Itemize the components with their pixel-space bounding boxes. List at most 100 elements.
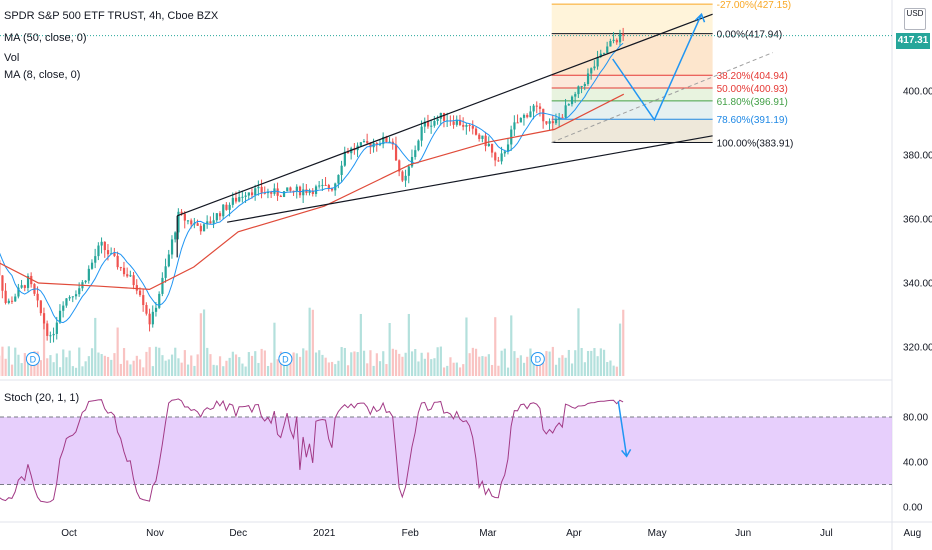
volume-bar [481,356,484,376]
volume-bar [314,352,318,376]
candle-body [468,125,471,127]
volume-bar [263,350,266,376]
volume-bar [414,349,417,376]
volume-bar [90,348,94,376]
volume-bar [321,354,324,376]
volume-bar [609,360,612,376]
volume-bar [567,349,570,376]
stoch-axis-tick: 40.00 [903,458,928,469]
time-axis-tick: Dec [229,528,247,539]
volume-bar [356,352,359,376]
candle-body [190,220,193,225]
projection-arrow [612,13,703,122]
volume-bar [551,346,554,376]
volume-bar [532,359,535,376]
candle-body [4,290,7,303]
volume-bar [385,364,388,376]
stoch-line [0,398,624,503]
candle-body [465,125,468,127]
fib-level-label: 61.80%(396.91) [717,97,788,108]
volume-bar [68,350,71,376]
volume-bar [343,347,346,376]
volume-bar [180,362,183,376]
volume-bar [222,366,225,376]
volume-bar [119,363,122,376]
candle-body [503,151,506,154]
stoch-legend[interactable]: Stoch (20, 1, 1) [4,392,80,404]
volume-bar [282,363,286,376]
candle-body [206,221,209,225]
volume-bar [103,355,106,376]
volume-bar [302,348,305,376]
volume-bar [132,360,135,376]
candle-body [247,192,250,196]
candle-body [279,195,282,197]
volume-bar [599,348,602,376]
ma50-legend[interactable]: MA (50, close, 0) [4,32,87,44]
volume-bar [254,351,257,376]
candle-body [42,313,46,324]
volume-bar [574,350,577,376]
candle-body [212,220,215,224]
fib-level-label: 38.20%(404.94) [717,71,788,82]
volume-bar [244,366,247,376]
volume-bar [529,348,532,376]
volume-bar [548,351,551,376]
volume-bar [394,349,398,376]
volume-bar [558,357,561,376]
volume-bar [126,360,129,376]
candle-body [558,117,561,120]
volume-bar [238,357,241,376]
volume-bar [206,347,209,376]
volume-bar [596,356,599,376]
symbol-legend: SPDR S&P 500 ETF TRUST, 4h, Cboe BZX [4,9,218,23]
candle-body [401,171,404,181]
candle-body [250,192,254,196]
dividend-marker [25,352,40,366]
candle-body [580,86,583,88]
volume-bar [273,322,276,376]
volume-legend[interactable]: Vol [4,52,20,64]
candle-body [87,268,90,281]
volume-bar [142,367,145,376]
candle-body [302,189,305,196]
volume-bar [14,347,17,376]
volume-bar [161,355,164,376]
projection-arrow-head [694,12,706,23]
volume-bar [516,357,519,376]
candle-body [618,34,622,43]
dividend-marker-label: D [30,355,37,365]
time-axis-tick: May [648,528,667,539]
volume-bar [417,361,420,376]
dividend-marker [278,352,293,366]
volume-bar [327,362,330,376]
candle-body [106,250,110,255]
volume-bar [276,359,279,376]
volume-bar [298,356,302,376]
candle-body [458,119,462,125]
candle-body [298,186,302,196]
candle-body [362,141,366,143]
volume-bar [340,347,343,376]
volume-bar [465,317,468,376]
time-axis-tick: 2021 [313,528,336,539]
ma8-legend[interactable]: MA (8, close, 0) [4,69,81,81]
candle-body [26,275,30,288]
volume-bar [545,351,548,376]
volume-bar [196,354,199,376]
candle-body [238,197,241,202]
candle-body [577,86,580,95]
volume-bar [148,347,151,376]
volume-bar [372,365,375,376]
volume-bar [151,366,154,376]
currency-badge[interactable]: USD [904,8,926,30]
symbol-title: SPDR S&P 500 ETF TRUST, 4h, Cboe BZX [4,10,219,22]
volume-bars [0,307,625,376]
candle-body [394,144,398,161]
time-axis-tick: Oct [61,528,77,539]
volume-bar [433,358,436,376]
volume-bar [4,358,7,376]
candle-body [583,84,586,87]
volume-bar [209,354,212,376]
